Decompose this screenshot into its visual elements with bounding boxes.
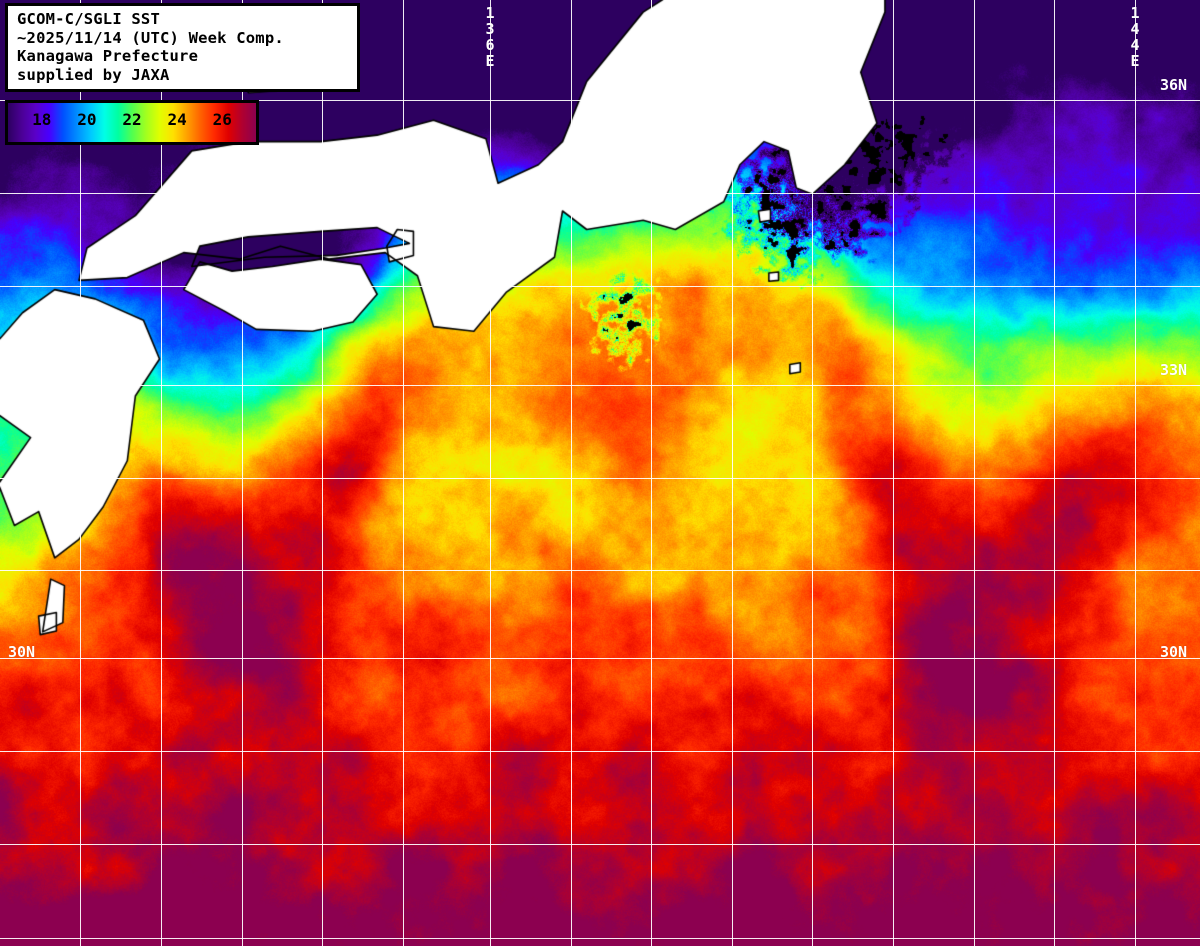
colorbar-tick-22: 22 [122, 110, 142, 129]
title-line-region: Kanagawa Prefecture [17, 47, 199, 65]
title-line-source: supplied by JAXA [17, 65, 170, 84]
title-line-date: ~2025/11/14 (UTC) Week Comp. [17, 28, 284, 47]
sst-colorbar: 18 20 22 24 26 [5, 100, 259, 145]
colorbar-gradient [8, 103, 256, 142]
colorbar-tick-18: 18 [32, 110, 52, 129]
colorbar-tick-24: 24 [167, 110, 187, 129]
title-line-product: GCOM-C/SGLI SST [17, 10, 160, 28]
colorbar-tick-26: 26 [212, 110, 232, 129]
colorbar-tick-labels: 18 20 22 24 26 [8, 103, 256, 142]
map-title-box: GCOM-C/SGLI SST ~2025/11/14 (UTC) Week C… [5, 3, 360, 92]
colorbar-tick-20: 20 [77, 110, 97, 129]
